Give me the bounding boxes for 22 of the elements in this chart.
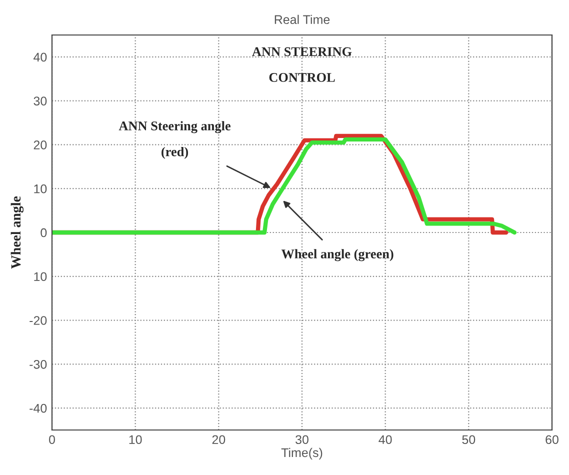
text: ANN STEERING CONTROL [252, 47, 352, 82]
x-tick-label: 10 [129, 435, 142, 444]
y-axis-title: Wheel angle [10, 196, 24, 269]
y-tick-label: -30 [30, 360, 47, 369]
y-tick-label: 10 [34, 272, 47, 282]
y-tick-label: -20 [30, 316, 47, 325]
y-tick-label: 30 [34, 96, 47, 106]
y-tick-label: 40 [34, 52, 47, 62]
x-axis-title: Time(s) [281, 448, 322, 460]
x-tick-label: 20 [212, 435, 226, 444]
annotation: Wheel angle (green) [281, 249, 394, 262]
x-tick-label: 50 [462, 435, 476, 444]
y-tick-label: 20 [34, 140, 47, 150]
annotation: ANN Steering angle (red) [118, 121, 231, 159]
chart-title: Real Time [274, 14, 330, 24]
y-tick-label: 0 [40, 228, 47, 238]
x-tick-label: 40 [378, 435, 392, 444]
x-tick-label: 60 [546, 435, 558, 444]
x-tick-label: 0 [49, 435, 55, 444]
x-tick-label: 30 [296, 435, 308, 444]
y-tick-label: 10 [34, 184, 47, 194]
y-tick-label: -40 [30, 404, 47, 413]
